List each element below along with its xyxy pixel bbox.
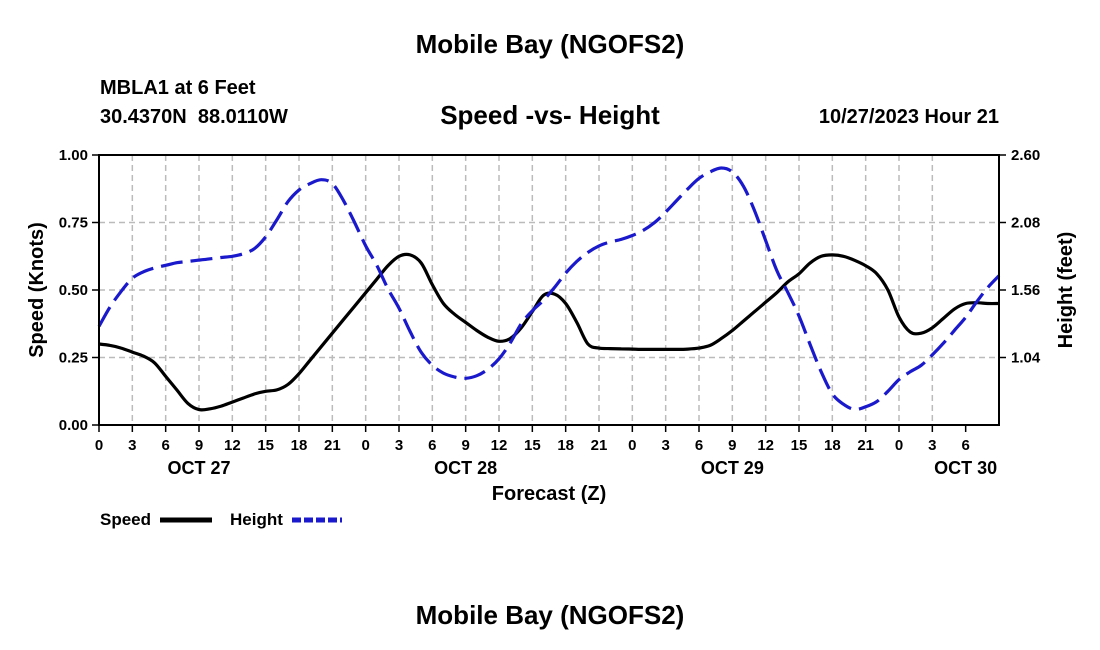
- x-tick-label: 12: [757, 437, 774, 454]
- x-tick-label: 21: [324, 437, 341, 454]
- x-tick-label: 18: [291, 437, 308, 454]
- y-tick-label: 0.75: [59, 215, 88, 232]
- y2-tick-label: 2.08: [1011, 215, 1040, 232]
- x-tick-label: 9: [728, 437, 736, 454]
- series-line-height: [97, 166, 1001, 412]
- x-axis-label: Forecast (Z): [492, 483, 606, 505]
- x-tick-label: 12: [224, 437, 241, 454]
- y-tick-label: 0.50: [59, 282, 88, 299]
- y2-axis-label: Height (feet): [1055, 232, 1077, 349]
- x-tick-label: 12: [491, 437, 508, 454]
- x-tick-label: 18: [824, 437, 841, 454]
- x-tick-label: 6: [161, 437, 169, 454]
- data-series: [97, 166, 1001, 412]
- x-tick-label: 21: [591, 437, 608, 454]
- x-tick-label: 15: [257, 437, 274, 454]
- axes: 0 3 6 9 12 15 18 21 0 3 6 9 12 15 18 21 0 3 6 9 12 15 18 21 0 3 6 0…: [59, 147, 1041, 478]
- x-tick-label: 9: [461, 437, 469, 454]
- x-tick-label: 18: [557, 437, 574, 454]
- x-tick-label: 9: [195, 437, 203, 454]
- y2-tick-label: 1.04: [1011, 350, 1041, 367]
- x-tick-label: 0: [95, 437, 103, 454]
- x-date-label: OCT 27: [167, 458, 230, 478]
- station-coords: 30.4370N 88.0110W: [100, 106, 288, 128]
- x-tick-label: 3: [395, 437, 403, 454]
- x-tick-label: 3: [928, 437, 936, 454]
- y-tick-label: 1.00: [59, 147, 88, 164]
- series-line-speed: [98, 252, 1000, 412]
- x-tick-label: 0: [361, 437, 369, 454]
- x-tick-label: 21: [857, 437, 874, 454]
- y2-tick-label: 1.56: [1011, 282, 1040, 299]
- x-tick-label: 0: [628, 437, 636, 454]
- x-tick-label: 6: [695, 437, 703, 454]
- x-date-label: OCT 28: [434, 458, 497, 478]
- footer-title: Mobile Bay (NGOFS2): [415, 600, 685, 630]
- x-tick-label: 3: [661, 437, 669, 454]
- x-tick-label: 15: [791, 437, 808, 454]
- x-tick-label: 15: [524, 437, 541, 454]
- x-tick-label: 6: [428, 437, 436, 454]
- x-date-label: OCT 30: [934, 458, 997, 478]
- y2-tick-label: 2.60: [1011, 147, 1040, 164]
- forecast-datetime: 10/27/2023 Hour 21: [818, 106, 999, 128]
- legend-speed-label: Speed: [100, 510, 151, 529]
- x-tick-label: 0: [895, 437, 903, 454]
- y-tick-label: 0.00: [59, 417, 88, 434]
- x-date-label: OCT 29: [701, 458, 764, 478]
- chart-title: Mobile Bay (NGOFS2): [415, 29, 685, 59]
- chart-subtitle: Speed -vs- Height: [440, 100, 660, 130]
- y-axis-label: Speed (Knots): [26, 222, 48, 358]
- x-tick-label: 3: [128, 437, 136, 454]
- grid-lines: [99, 155, 999, 425]
- station-label: MBLA1 at 6 Feet: [100, 77, 256, 99]
- legend: Speed Height: [100, 510, 342, 529]
- legend-height-label: Height: [230, 510, 283, 529]
- y-tick-label: 0.25: [59, 350, 88, 367]
- x-tick-label: 6: [961, 437, 969, 454]
